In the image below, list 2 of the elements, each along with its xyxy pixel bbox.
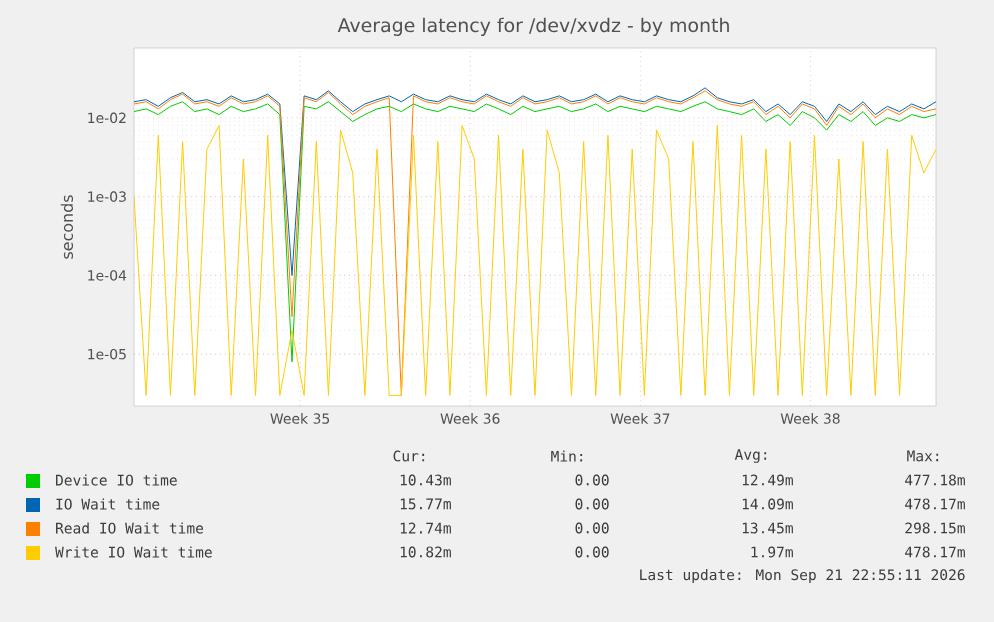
line-series xyxy=(134,87,937,276)
chart-title: Average latency for /dev/xvdz - by month xyxy=(337,17,729,36)
